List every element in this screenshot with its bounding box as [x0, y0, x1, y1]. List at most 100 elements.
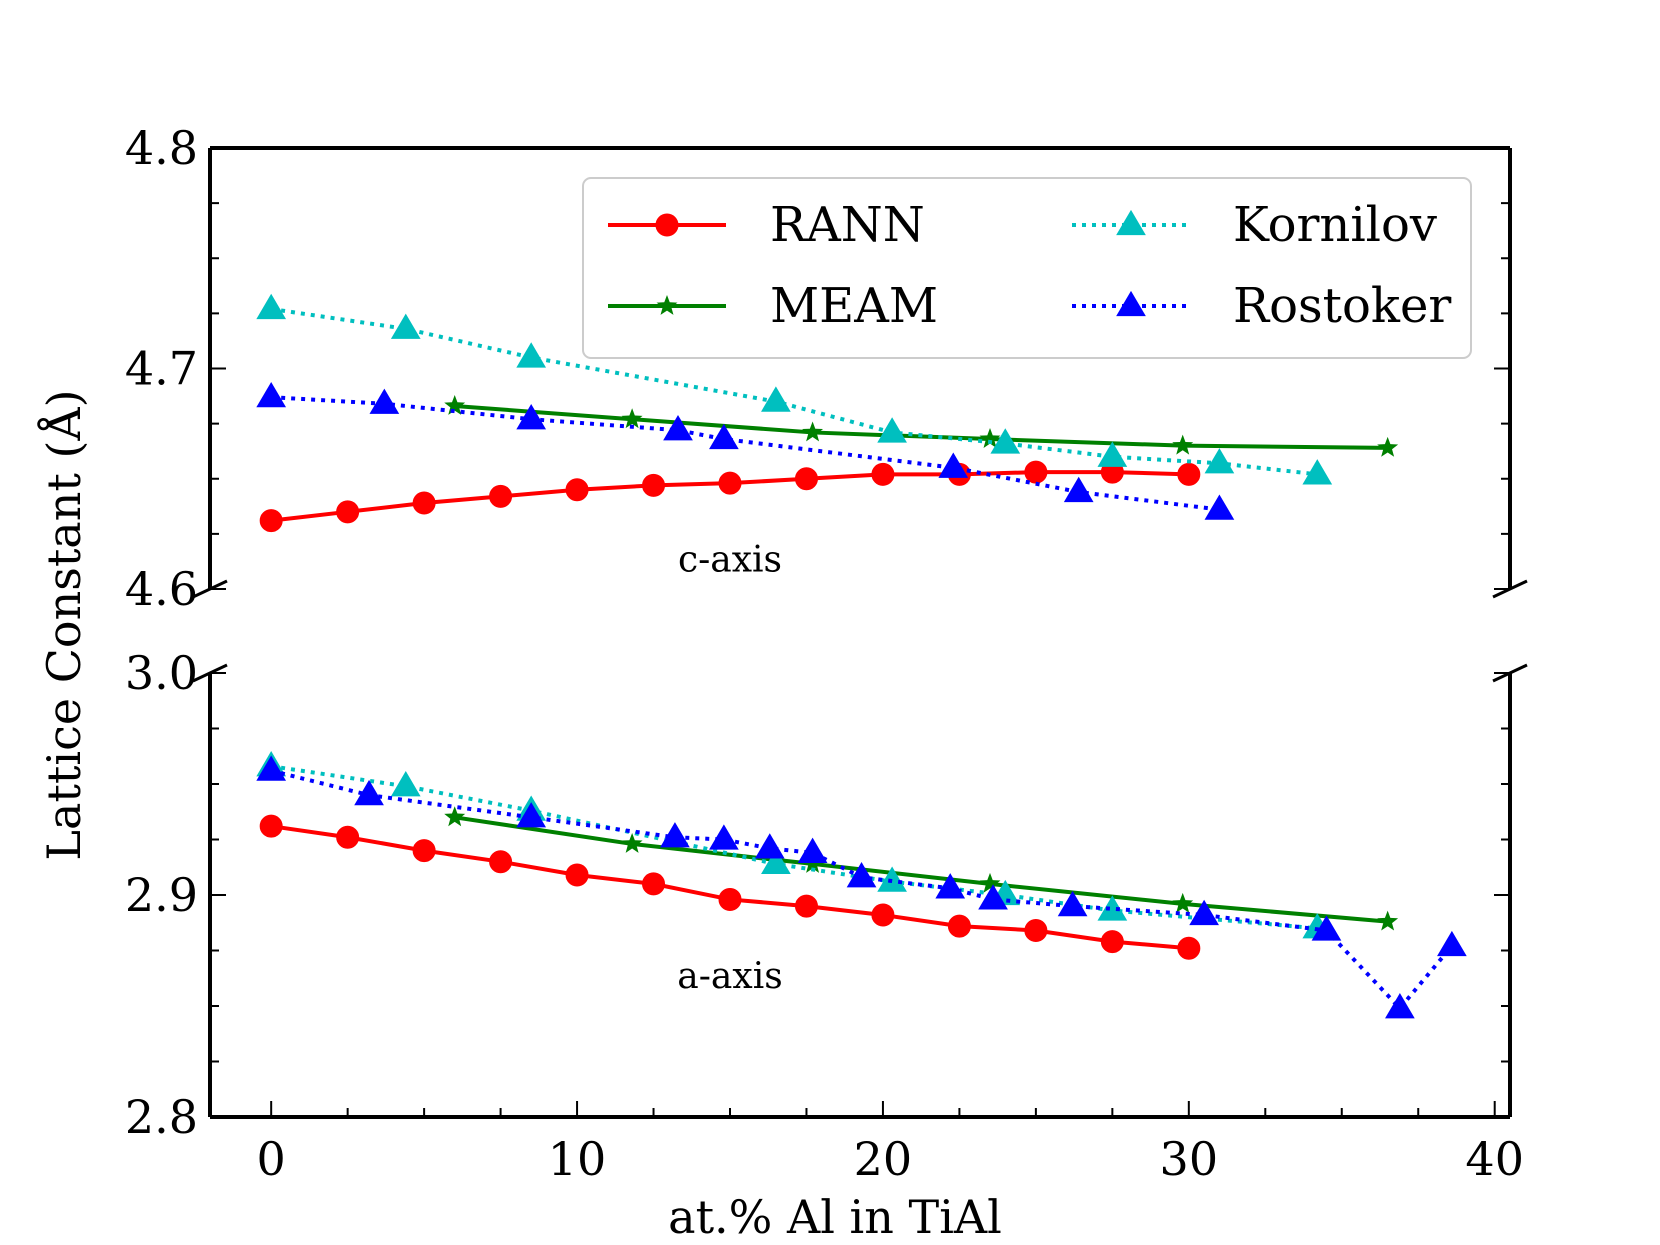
panel-a-rann-point-1 — [336, 825, 360, 849]
panel-c-kornilov-point-5 — [990, 428, 1021, 454]
panel-a-kornilov-point-1 — [390, 771, 421, 797]
panel-c-meam-point-1 — [621, 408, 643, 429]
panel-a-rostoker-point-3 — [660, 822, 690, 848]
panel-c-rann-point-3 — [489, 484, 513, 508]
panel-c-rann-point-2 — [412, 491, 436, 515]
panel-a-rann-point-2 — [412, 839, 436, 863]
panel-c-rann-point-12 — [1177, 462, 1201, 486]
panel-a-rostoker-point-8 — [935, 873, 966, 899]
legend-entry-rostoker: Rostoker — [1072, 278, 1451, 334]
panel-c-kornilov-point-4 — [877, 417, 907, 443]
panel-a-rostoker-point-0 — [256, 755, 287, 781]
legend-rann-marker — [655, 213, 679, 237]
panel-c-rann-point-0 — [259, 509, 283, 533]
panel-a-rostoker-point-7 — [846, 862, 877, 888]
panel-a-meam-point-3 — [979, 872, 1001, 893]
panel-c-rostoker-point-3 — [663, 415, 693, 441]
panel-c-meam-line — [452, 403, 1390, 450]
panel-c-kornilov-point-0 — [256, 293, 287, 320]
panel-c-rostoker-point-1 — [369, 388, 400, 414]
legend-box — [582, 177, 1472, 359]
panel-c-rann-point-1 — [336, 500, 360, 524]
panel-a-rostoker-point-2 — [516, 802, 547, 828]
panel-c-meam-point-0 — [444, 394, 466, 415]
panel-c-rostoker-point-4 — [709, 423, 739, 450]
panel-c-kornilov-point-2 — [516, 342, 547, 368]
panel-c-y-tick-label-4-8: 4.8 — [125, 121, 198, 175]
legend-rostoker-label: Rostoker — [1233, 278, 1451, 334]
panel-a-rann-point-11 — [1100, 930, 1124, 954]
panel-a-rann-point-7 — [794, 894, 818, 918]
panel-a-rostoker-point-5 — [754, 833, 785, 859]
panel-c-kornilov-point-3 — [761, 386, 791, 412]
legend-kornilov-label: Kornilov — [1233, 197, 1437, 253]
panel-c-y-tick-label-4-6: 4.6 — [125, 562, 198, 616]
panel-c-rann-point-10 — [1024, 460, 1048, 484]
panel-c-rostoker-point-5 — [938, 452, 969, 478]
panel-c-rostoker-point-2 — [516, 404, 547, 430]
panel-a-rann-point-12 — [1177, 936, 1201, 960]
x-tick-label-0: 0 — [257, 1132, 286, 1186]
panel-a-meam-line — [452, 815, 1390, 924]
plot-panels: 4.6 4.7 4.8 c-axis 2.8 2.9 3.0 0 10 20 30 40 a-axis — [125, 121, 1528, 1186]
x-tick-label-30: 30 — [1160, 1132, 1219, 1186]
panel-a-rann-point-4 — [565, 863, 589, 887]
legend-rostoker-marker — [1116, 290, 1146, 317]
panel-c-rann-point-7 — [794, 467, 818, 491]
panel-a-rostoker-point-6 — [797, 837, 828, 863]
panel-a-rostoker-point-4 — [709, 824, 739, 850]
panel-c-kornilov-point-6 — [1097, 441, 1128, 467]
legend-entry-meam: MEAM — [608, 278, 938, 334]
panel-a-rostoker-line — [270, 768, 1454, 1012]
panel-a-meam-point-5 — [1377, 910, 1399, 931]
panel-a-kornilov-point-3 — [761, 848, 791, 875]
panel-a-rann-point-6 — [718, 887, 742, 911]
panel-c-kornilov-point-1 — [390, 313, 421, 339]
legend-kornilov-marker — [1116, 209, 1146, 236]
panel-c-kornilov-point-8 — [1302, 459, 1333, 485]
legend-meam-label: MEAM — [770, 278, 938, 334]
panel-a-meam-point-0 — [444, 806, 466, 827]
panel-c-y-tick-label-4-7: 4.7 — [125, 342, 198, 396]
y-axis-label: Lattice Constant (Å) — [36, 389, 91, 860]
panel-a-rostoker-point-1 — [354, 779, 384, 806]
panel-c-meam-point-2 — [802, 421, 824, 442]
panel-a-rann-point-9 — [947, 914, 971, 938]
panel-a-y-tick-label-2-9: 2.9 — [125, 868, 198, 922]
legend-rann-label: RANN — [770, 197, 925, 253]
panel-c-series — [256, 293, 1399, 533]
panel-a-rostoker-point-13 — [1385, 993, 1415, 1019]
panel-a-kornilov-point-6 — [1097, 895, 1128, 921]
panel-c-rann-point-6 — [718, 471, 742, 495]
annotation-a-axis: a-axis — [677, 956, 782, 997]
panel-a-axis: 2.8 2.9 3.0 0 10 20 30 40 a-axis — [125, 646, 1528, 1186]
panel-c-meam-point-5 — [1377, 436, 1399, 457]
x-tick-label-20: 20 — [854, 1132, 913, 1186]
panel-a-rann-point-5 — [642, 872, 666, 896]
panel-a-meam-point-1 — [621, 832, 643, 853]
panel-a-rann-point-8 — [871, 903, 895, 927]
panel-a-rostoker-point-12 — [1311, 915, 1342, 941]
panel-a-rostoker-point-11 — [1189, 899, 1219, 926]
panel-c-rostoker-point-7 — [1204, 494, 1235, 520]
annotation-c-axis: c-axis — [678, 539, 782, 580]
panel-a-rann-point-10 — [1024, 919, 1048, 943]
panel-a-rostoker-point-10 — [1057, 890, 1088, 917]
panel-a-rann-point-3 — [489, 850, 513, 874]
panel-c-kornilov-point-7 — [1204, 448, 1235, 474]
panel-c-rostoker-point-0 — [256, 381, 287, 408]
x-tick-label-10: 10 — [548, 1132, 607, 1186]
panel-c-rann-point-8 — [871, 462, 895, 486]
legend-entry-kornilov: Kornilov — [1072, 197, 1437, 253]
panel-a-meam-point-4 — [1172, 892, 1194, 913]
panel-a-rann-point-0 — [259, 814, 283, 838]
legend-entry-rann: RANN — [608, 197, 925, 253]
legend: RANN MEAM Kornilov Rostoker — [582, 177, 1472, 359]
legend-meam-marker — [656, 295, 678, 315]
panel-c-rostoker-point-6 — [1063, 476, 1094, 503]
panel-a-y-tick-label-3-0: 3.0 — [125, 646, 198, 700]
panel-c-rann-point-5 — [642, 473, 666, 497]
x-axis-label: at.% Al in TiAl — [668, 1190, 1002, 1244]
panel-a-rostoker-point-14 — [1437, 930, 1467, 957]
